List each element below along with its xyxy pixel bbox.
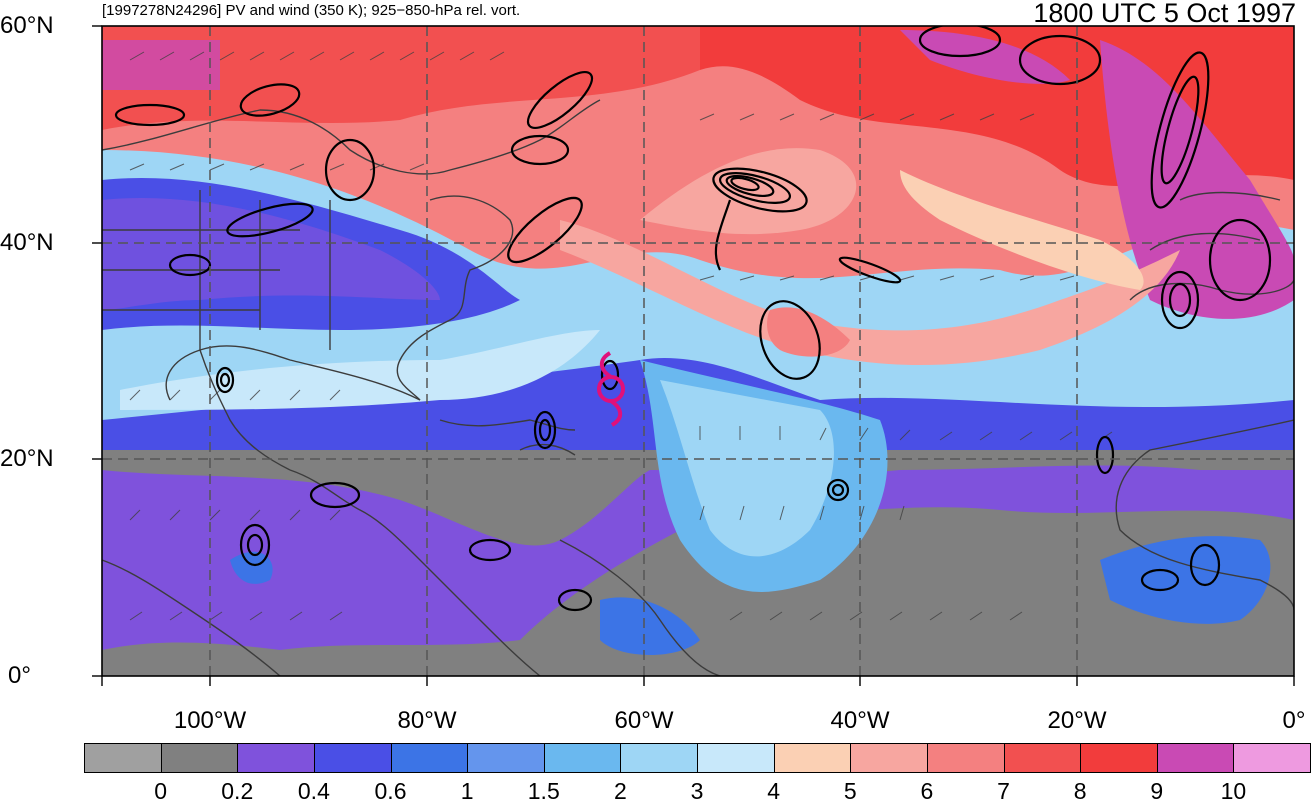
tropical-cyclone-symbol [597,351,625,427]
colorbar-label: 3 [690,778,704,804]
colorbar-swatch [773,743,852,773]
colorbar-label: 5 [843,778,857,804]
lat-label-60n: 60°N [0,12,54,39]
colorbar-label: 4 [767,778,781,804]
lon-label-100w: 100°W [173,707,247,734]
lon-label-80w: 80°W [397,707,457,734]
colorbar-swatch [850,743,928,773]
colorbar-swatch [237,743,315,773]
colorbar-swatch [390,743,469,773]
colorbar-swatch [160,743,239,773]
colorbar-label: 8 [1073,778,1087,804]
colorbar-label: 0 [154,778,168,804]
colorbar-label: 0.2 [221,778,254,804]
colorbar-swatch [84,743,162,773]
colorbar-label: 2 [613,778,627,804]
colorbar-label: 1 [460,778,474,804]
colorbar-swatch [467,743,545,773]
lat-label-0: 0° [8,662,31,689]
colorbar-label: 9 [1150,778,1164,804]
lon-label-40w: 40°W [830,707,890,734]
colorbar-swatch [1233,743,1311,773]
colorbar-label: 1.5 [527,778,560,804]
colorbar-label: 7 [997,778,1010,804]
colorbar-label: 0.4 [297,778,330,804]
lat-label-20n: 20°N [0,445,54,472]
lon-label-0: 0° [1282,707,1306,734]
map-timestamp: 1800 UTC 5 Oct 1997 [1033,0,1296,28]
colorbar-swatch [620,743,698,773]
colorbar-swatch [926,743,1005,773]
colorbar-swatch [313,743,392,773]
colorbar-swatch [697,743,775,773]
colorbar-label: 0.6 [374,778,407,804]
colorbar-swatch [1156,743,1235,773]
colorbar-swatch [1003,743,1082,773]
colorbar-swatch [543,743,622,773]
map-canvas [92,25,1295,686]
colorbar-swatch [1080,743,1158,773]
colorbar-label: 10 [1220,778,1247,804]
map-subtitle: [1997278N24296] PV and wind (350 K); 925… [102,2,521,19]
lon-label-20w: 20°W [1047,707,1107,734]
colorbar-label: 6 [920,778,934,804]
lat-label-40n: 40°N [0,229,54,256]
lon-label-60w: 60°W [614,707,674,734]
